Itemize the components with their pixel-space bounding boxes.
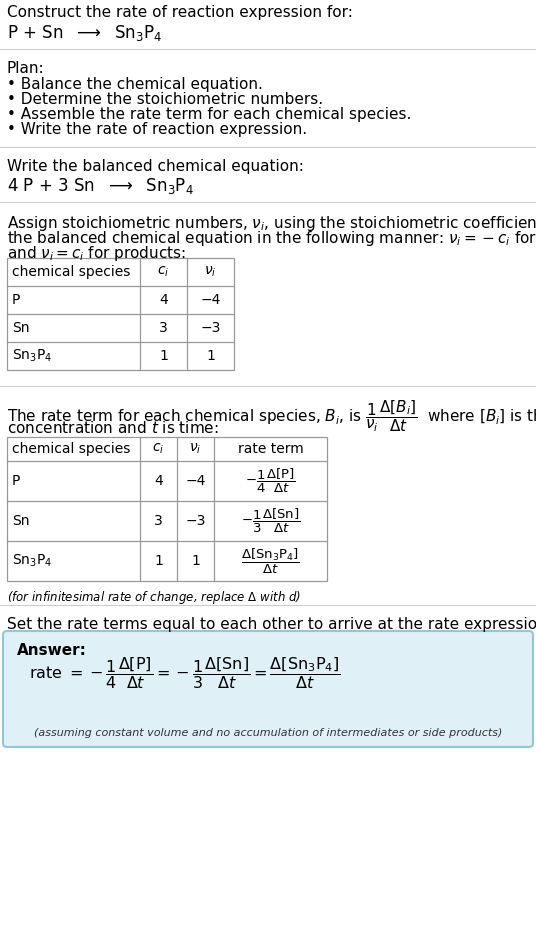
Bar: [7, 258, 234, 370]
Text: Answer:: Answer:: [17, 643, 87, 658]
Text: $\nu_i$: $\nu_i$: [204, 265, 217, 279]
Text: −4: −4: [200, 293, 221, 307]
Text: $\dfrac{\Delta[\mathrm{Sn_3P_4}]}{\Delta t}$: $\dfrac{\Delta[\mathrm{Sn_3P_4}]}{\Delta…: [241, 547, 300, 575]
Text: the balanced chemical equation in the following manner: $\nu_i = -c_i$ for react: the balanced chemical equation in the fo…: [7, 229, 536, 248]
Text: −3: −3: [185, 514, 206, 528]
Text: • Balance the chemical equation.: • Balance the chemical equation.: [7, 77, 263, 92]
Text: 4: 4: [159, 293, 168, 307]
Text: $c_i$: $c_i$: [158, 265, 169, 279]
Text: 4: 4: [154, 474, 163, 488]
Text: The rate term for each chemical species, $B_i$, is $\dfrac{1}{\nu_i}\dfrac{\Delt: The rate term for each chemical species,…: [7, 398, 536, 434]
Text: Plan:: Plan:: [7, 61, 44, 76]
Text: 1: 1: [154, 554, 163, 568]
Text: P + Sn  $\longrightarrow$  Sn$_3$P$_4$: P + Sn $\longrightarrow$ Sn$_3$P$_4$: [7, 23, 162, 43]
Text: • Assemble the rate term for each chemical species.: • Assemble the rate term for each chemic…: [7, 107, 411, 122]
Text: concentration and $t$ is time:: concentration and $t$ is time:: [7, 420, 219, 436]
Text: Construct the rate of reaction expression for:: Construct the rate of reaction expressio…: [7, 5, 353, 20]
Text: Sn$_3$P$_4$: Sn$_3$P$_4$: [12, 348, 53, 364]
Text: 4 P + 3 Sn  $\longrightarrow$  Sn$_3$P$_4$: 4 P + 3 Sn $\longrightarrow$ Sn$_3$P$_4$: [7, 176, 194, 196]
Text: $c_i$: $c_i$: [152, 442, 165, 456]
Text: 3: 3: [154, 514, 163, 528]
Text: • Write the rate of reaction expression.: • Write the rate of reaction expression.: [7, 122, 307, 137]
Text: Sn: Sn: [12, 514, 29, 528]
Text: rate term: rate term: [237, 442, 303, 456]
Text: 3: 3: [159, 321, 168, 335]
Text: $-\dfrac{1}{3}\dfrac{\Delta[\mathrm{Sn}]}{\Delta t}$: $-\dfrac{1}{3}\dfrac{\Delta[\mathrm{Sn}]…: [241, 507, 300, 535]
Text: chemical species: chemical species: [12, 265, 130, 279]
Text: (assuming constant volume and no accumulation of intermediates or side products): (assuming constant volume and no accumul…: [34, 728, 502, 738]
Text: P: P: [12, 293, 20, 307]
Text: chemical species: chemical species: [12, 442, 130, 456]
Text: Sn$_3$P$_4$: Sn$_3$P$_4$: [12, 552, 53, 569]
Text: rate $= -\dfrac{1}{4}\dfrac{\Delta[\mathrm{P}]}{\Delta t} = -\dfrac{1}{3}\dfrac{: rate $= -\dfrac{1}{4}\dfrac{\Delta[\math…: [29, 655, 341, 691]
Text: −3: −3: [200, 321, 221, 335]
Text: Sn: Sn: [12, 321, 29, 335]
Text: 1: 1: [191, 554, 200, 568]
Text: P: P: [12, 474, 20, 488]
Text: • Determine the stoichiometric numbers.: • Determine the stoichiometric numbers.: [7, 92, 323, 107]
Text: Set the rate terms equal to each other to arrive at the rate expression:: Set the rate terms equal to each other t…: [7, 617, 536, 632]
Text: (for infinitesimal rate of change, replace $\Delta$ with $d$): (for infinitesimal rate of change, repla…: [7, 589, 301, 606]
Text: $\nu_i$: $\nu_i$: [189, 442, 202, 456]
Text: and $\nu_i = c_i$ for products:: and $\nu_i = c_i$ for products:: [7, 244, 186, 263]
Text: 1: 1: [159, 349, 168, 363]
Bar: [7, 437, 327, 581]
Text: 1: 1: [206, 349, 215, 363]
Text: Write the balanced chemical equation:: Write the balanced chemical equation:: [7, 159, 304, 174]
Text: $-\dfrac{1}{4}\dfrac{\Delta[\mathrm{P}]}{\Delta t}$: $-\dfrac{1}{4}\dfrac{\Delta[\mathrm{P}]}…: [245, 467, 296, 495]
Text: Assign stoichiometric numbers, $\nu_i$, using the stoichiometric coefficients, $: Assign stoichiometric numbers, $\nu_i$, …: [7, 214, 536, 233]
Text: −4: −4: [185, 474, 206, 488]
FancyBboxPatch shape: [3, 631, 533, 747]
